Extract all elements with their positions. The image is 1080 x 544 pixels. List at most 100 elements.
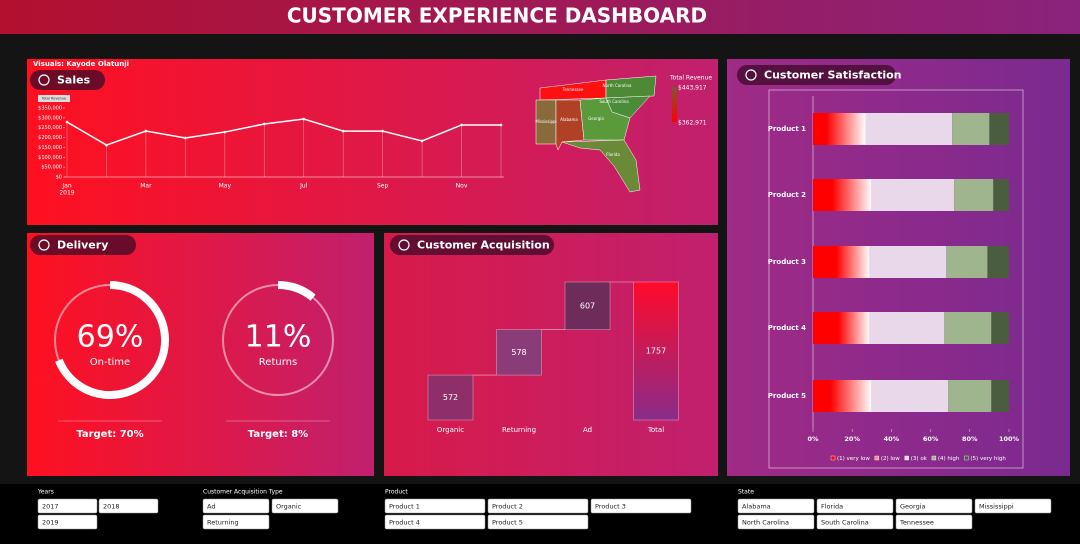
map-legend-max: $443,917: [678, 85, 707, 92]
slicer-button[interactable]: [487, 514, 589, 530]
slicer-button[interactable]: [487, 498, 589, 514]
slicer-button[interactable]: [895, 514, 973, 530]
stacked-segment: [993, 179, 1009, 211]
x-tick-label: Total: [647, 426, 664, 434]
panel-icon: [38, 74, 50, 86]
satisfaction-frame: [768, 89, 1024, 469]
revenue-line: [66, 118, 501, 146]
stacked-segment: [869, 246, 947, 278]
state-label: Alabama: [560, 117, 578, 122]
slicer-item: Florida: [821, 503, 843, 511]
y-tick-label: $250,000: [38, 125, 62, 131]
panel-title-pill: [30, 235, 136, 255]
waterfall-bar: [564, 281, 611, 330]
panel-icon: [398, 239, 410, 251]
slicer-item: 2018: [103, 503, 120, 511]
panel-title-pill: [30, 70, 105, 90]
slicer-button[interactable]: [895, 498, 973, 514]
stacked-segment: [987, 246, 1009, 278]
legend-label: (2) low: [881, 456, 900, 462]
revenue-point: [223, 130, 227, 134]
slicer-item: 2019: [42, 519, 59, 527]
stacked-segment: [871, 179, 955, 211]
y-tick-label: $0: [56, 175, 62, 181]
y-tick-label: $200,000: [38, 135, 62, 141]
legend-swatch: [830, 455, 836, 461]
slicer-button[interactable]: [271, 498, 339, 514]
stacked-segment: [954, 179, 994, 211]
credit: Visuals: Kayode Olatunji: [33, 60, 129, 68]
stacked-segment: [948, 380, 992, 412]
state-label: Mississippi: [535, 119, 556, 124]
state-label: Tennessee: [562, 87, 584, 92]
y-tick-label: Product 4: [768, 324, 806, 332]
stacked-segment: [813, 380, 831, 412]
x-year-label: 2019: [59, 190, 74, 197]
y-tick-label: $150,000: [38, 145, 62, 151]
slicer-button[interactable]: [737, 498, 815, 514]
legend-swatch: [964, 455, 969, 461]
legend-swatch: [874, 455, 880, 461]
slicer-button[interactable]: [384, 498, 486, 514]
x-tick-label: Sep: [377, 183, 389, 190]
stacked-segment: [813, 246, 837, 278]
x-tick-label: Jul: [299, 183, 308, 190]
header-bar: [0, 0, 1080, 34]
state-label: Florida: [606, 152, 620, 157]
panel-title-pill: [737, 65, 896, 85]
y-tick-label: $50,000: [41, 165, 62, 171]
y-tick-label: $300,000: [38, 115, 62, 121]
slicer-button[interactable]: [816, 498, 894, 514]
x-tick-label: Organic: [437, 426, 464, 434]
stacked-segment: [952, 113, 990, 145]
x-tick-label: 60%: [923, 435, 939, 443]
slicer-button[interactable]: [98, 498, 159, 514]
gauge-target: Target: 70%: [76, 429, 143, 440]
stacked-segment: [989, 113, 1009, 145]
stacked-segment: [813, 113, 827, 145]
slicer-button[interactable]: [737, 514, 815, 530]
panel-title: Customer Satisfaction: [764, 69, 902, 82]
panel-title: Delivery: [57, 239, 108, 252]
panel-title: Sales: [57, 74, 91, 87]
revenue-point: [184, 136, 187, 140]
map-north-carolina: [605, 75, 657, 99]
slicer-button[interactable]: [202, 498, 270, 514]
gauge-name: Returns: [259, 357, 297, 368]
stacked-segment: [826, 113, 866, 145]
slicer-button[interactable]: [37, 498, 98, 514]
slicer-title: Years: [37, 489, 54, 496]
slicer-item: Returning: [207, 519, 239, 527]
x-tick-label: Returning: [502, 426, 536, 434]
x-tick-label: Ad: [583, 426, 592, 434]
gauge-arc: [277, 281, 316, 301]
slicer-button[interactable]: [816, 514, 894, 530]
slicer-item: Product 4: [389, 519, 420, 527]
slicer-button[interactable]: [974, 498, 1052, 514]
state-label: North Carolina: [603, 83, 632, 88]
waterfall-bar: [427, 374, 474, 421]
slicer-button[interactable]: [590, 498, 692, 514]
revenue-point: [460, 123, 463, 127]
slicer-button[interactable]: [384, 514, 486, 530]
revenue-point: [65, 120, 69, 124]
panel-icon: [38, 239, 50, 251]
legend-swatch: [904, 455, 909, 461]
slicer-item: 2017: [42, 503, 59, 511]
gauge-name: On-time: [90, 357, 130, 368]
panel-title: Customer Acquisition: [417, 239, 550, 252]
slicer-title: Customer Acquisition Type: [203, 489, 283, 496]
slicer-button[interactable]: [37, 514, 98, 530]
measure-button[interactable]: [38, 95, 70, 102]
state-label: South Carolina: [599, 99, 629, 104]
data-label: 1757: [646, 347, 666, 356]
delivery-panel: [27, 233, 374, 476]
x-tick-label: Jan: [61, 183, 71, 190]
map-legend-scale: [672, 87, 677, 122]
gauge-value: 69%: [77, 320, 144, 355]
slicer-item: Product 2: [492, 503, 523, 511]
y-tick-label: Product 1: [768, 125, 806, 133]
slicer-button[interactable]: [202, 514, 270, 530]
slicer-item: South Carolina: [821, 519, 869, 527]
stacked-segment: [813, 179, 833, 211]
